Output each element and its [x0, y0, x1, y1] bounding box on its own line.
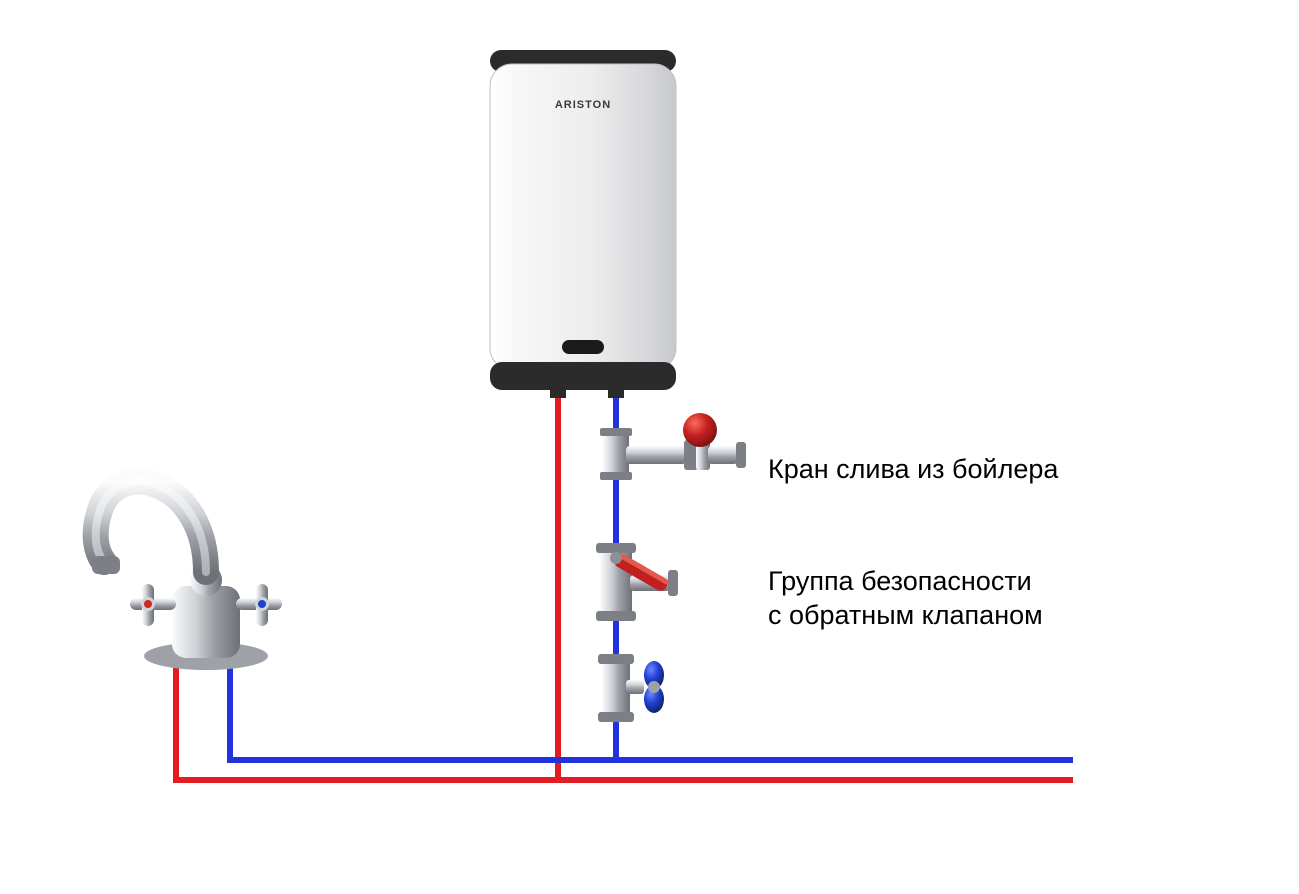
boiler-display: [562, 340, 604, 354]
drain-valve-label: Кран слива из бойлера: [768, 453, 1058, 487]
hot-indicator-icon: [144, 600, 152, 608]
cold-indicator-icon: [258, 600, 266, 608]
safety-group-label: Группа безопасности с обратным клапаном: [768, 565, 1043, 633]
safety-group-check-valve: [596, 543, 678, 621]
drain-valve: [600, 413, 746, 480]
water-heater-boiler: ARISTON: [490, 50, 676, 398]
plumbing-diagram: ARISTON: [0, 0, 1299, 894]
cold-inlet-shutoff-valve: [598, 654, 664, 722]
faucet-mixer: [92, 482, 282, 670]
boiler-brand-label: ARISTON: [555, 99, 611, 111]
